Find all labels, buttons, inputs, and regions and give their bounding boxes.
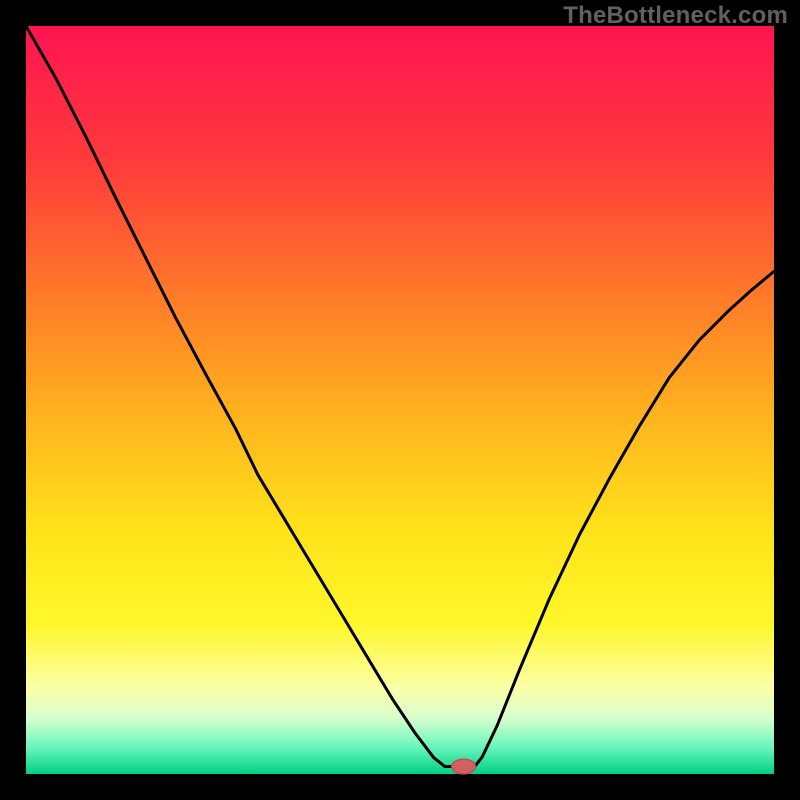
plot-background bbox=[26, 26, 774, 774]
bottleneck-chart bbox=[0, 0, 800, 800]
chart-frame: TheBottleneck.com bbox=[0, 0, 800, 800]
watermark-text: TheBottleneck.com bbox=[563, 2, 788, 30]
optimal-marker bbox=[452, 759, 476, 774]
